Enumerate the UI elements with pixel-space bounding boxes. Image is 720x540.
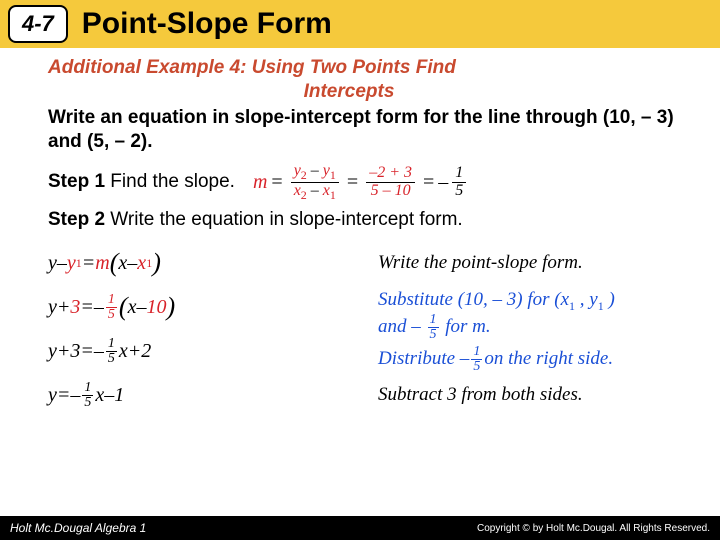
eq1: = bbox=[271, 171, 282, 194]
step1-row: Step 1 Find the slope. m = y2 – y1 x2 – … bbox=[48, 163, 690, 202]
example-subtitle: Additional Example 4: Using Two Points F… bbox=[48, 56, 690, 104]
frac-result: 1 5 bbox=[452, 165, 466, 200]
frac-1-5c: 15 bbox=[82, 381, 93, 410]
footer-right: Copyright © by Holt Mc.Dougal. All Right… bbox=[477, 523, 710, 534]
eq2: = bbox=[347, 171, 358, 194]
step2-bold: Step 2 bbox=[48, 209, 105, 230]
neg: – bbox=[438, 171, 448, 194]
note-1: Write the point-slope form. bbox=[378, 241, 690, 285]
note-2: Substitute (10, – 3) for (x1 , y1 ) and … bbox=[378, 285, 690, 345]
header: 4-7 Point-Slope Form bbox=[0, 0, 720, 48]
footer-left: Holt Mc.Dougal Algebra 1 bbox=[10, 521, 146, 535]
math-line-1: y – y1 = m(x – x1) bbox=[48, 241, 348, 285]
frac-numeric: –2 + 3 5 – 10 bbox=[366, 165, 415, 200]
eq3: = bbox=[423, 171, 434, 194]
note-4: Subtract 3 from both sides. bbox=[378, 373, 690, 417]
subtitle-line1: Additional Example 4: Using Two Points F… bbox=[48, 57, 456, 78]
step2-rest: Write the equation in slope-intercept fo… bbox=[105, 209, 463, 230]
work-area: y – y1 = m(x – x1) y + 3 = – 15(x – 10) … bbox=[48, 241, 690, 417]
math-line-4: y = – 15x – 1 bbox=[48, 373, 348, 417]
step2-label: Step 2 Write the equation in slope-inter… bbox=[48, 209, 690, 231]
math-line-2: y + 3 = – 15(x – 10) bbox=[48, 285, 348, 329]
frac-symbolic: y2 – y1 x2 – x1 bbox=[291, 163, 339, 202]
problem-prompt: Write an equation in slope-intercept for… bbox=[48, 106, 690, 155]
step1-label: Step 1 Find the slope. bbox=[48, 171, 235, 193]
lesson-badge: 4-7 bbox=[8, 5, 68, 43]
math-line-3: y + 3 = – 15x + 2 bbox=[48, 329, 348, 373]
content: Additional Example 4: Using Two Points F… bbox=[0, 48, 720, 417]
math-column: y – y1 = m(x – x1) y + 3 = – 15(x – 10) … bbox=[48, 241, 348, 417]
slope-formula: m = y2 – y1 x2 – x1 = –2 + 3 5 – 10 = – … bbox=[253, 163, 470, 202]
frac-1-5a: 15 bbox=[106, 293, 117, 322]
step1-rest: Find the slope. bbox=[105, 171, 235, 192]
footer: Holt Mc.Dougal Algebra 1 Copyright © by … bbox=[0, 516, 720, 540]
m-var: m bbox=[253, 171, 267, 194]
notes-column: Write the point-slope form. Substitute (… bbox=[378, 241, 690, 417]
page-title: Point-Slope Form bbox=[82, 7, 332, 41]
frac-1-5b: 15 bbox=[106, 337, 117, 366]
step1-bold: Step 1 bbox=[48, 171, 105, 192]
subtitle-line2: Intercepts bbox=[8, 80, 690, 104]
note-3: Distribute – 15 on the right side. bbox=[378, 345, 690, 373]
